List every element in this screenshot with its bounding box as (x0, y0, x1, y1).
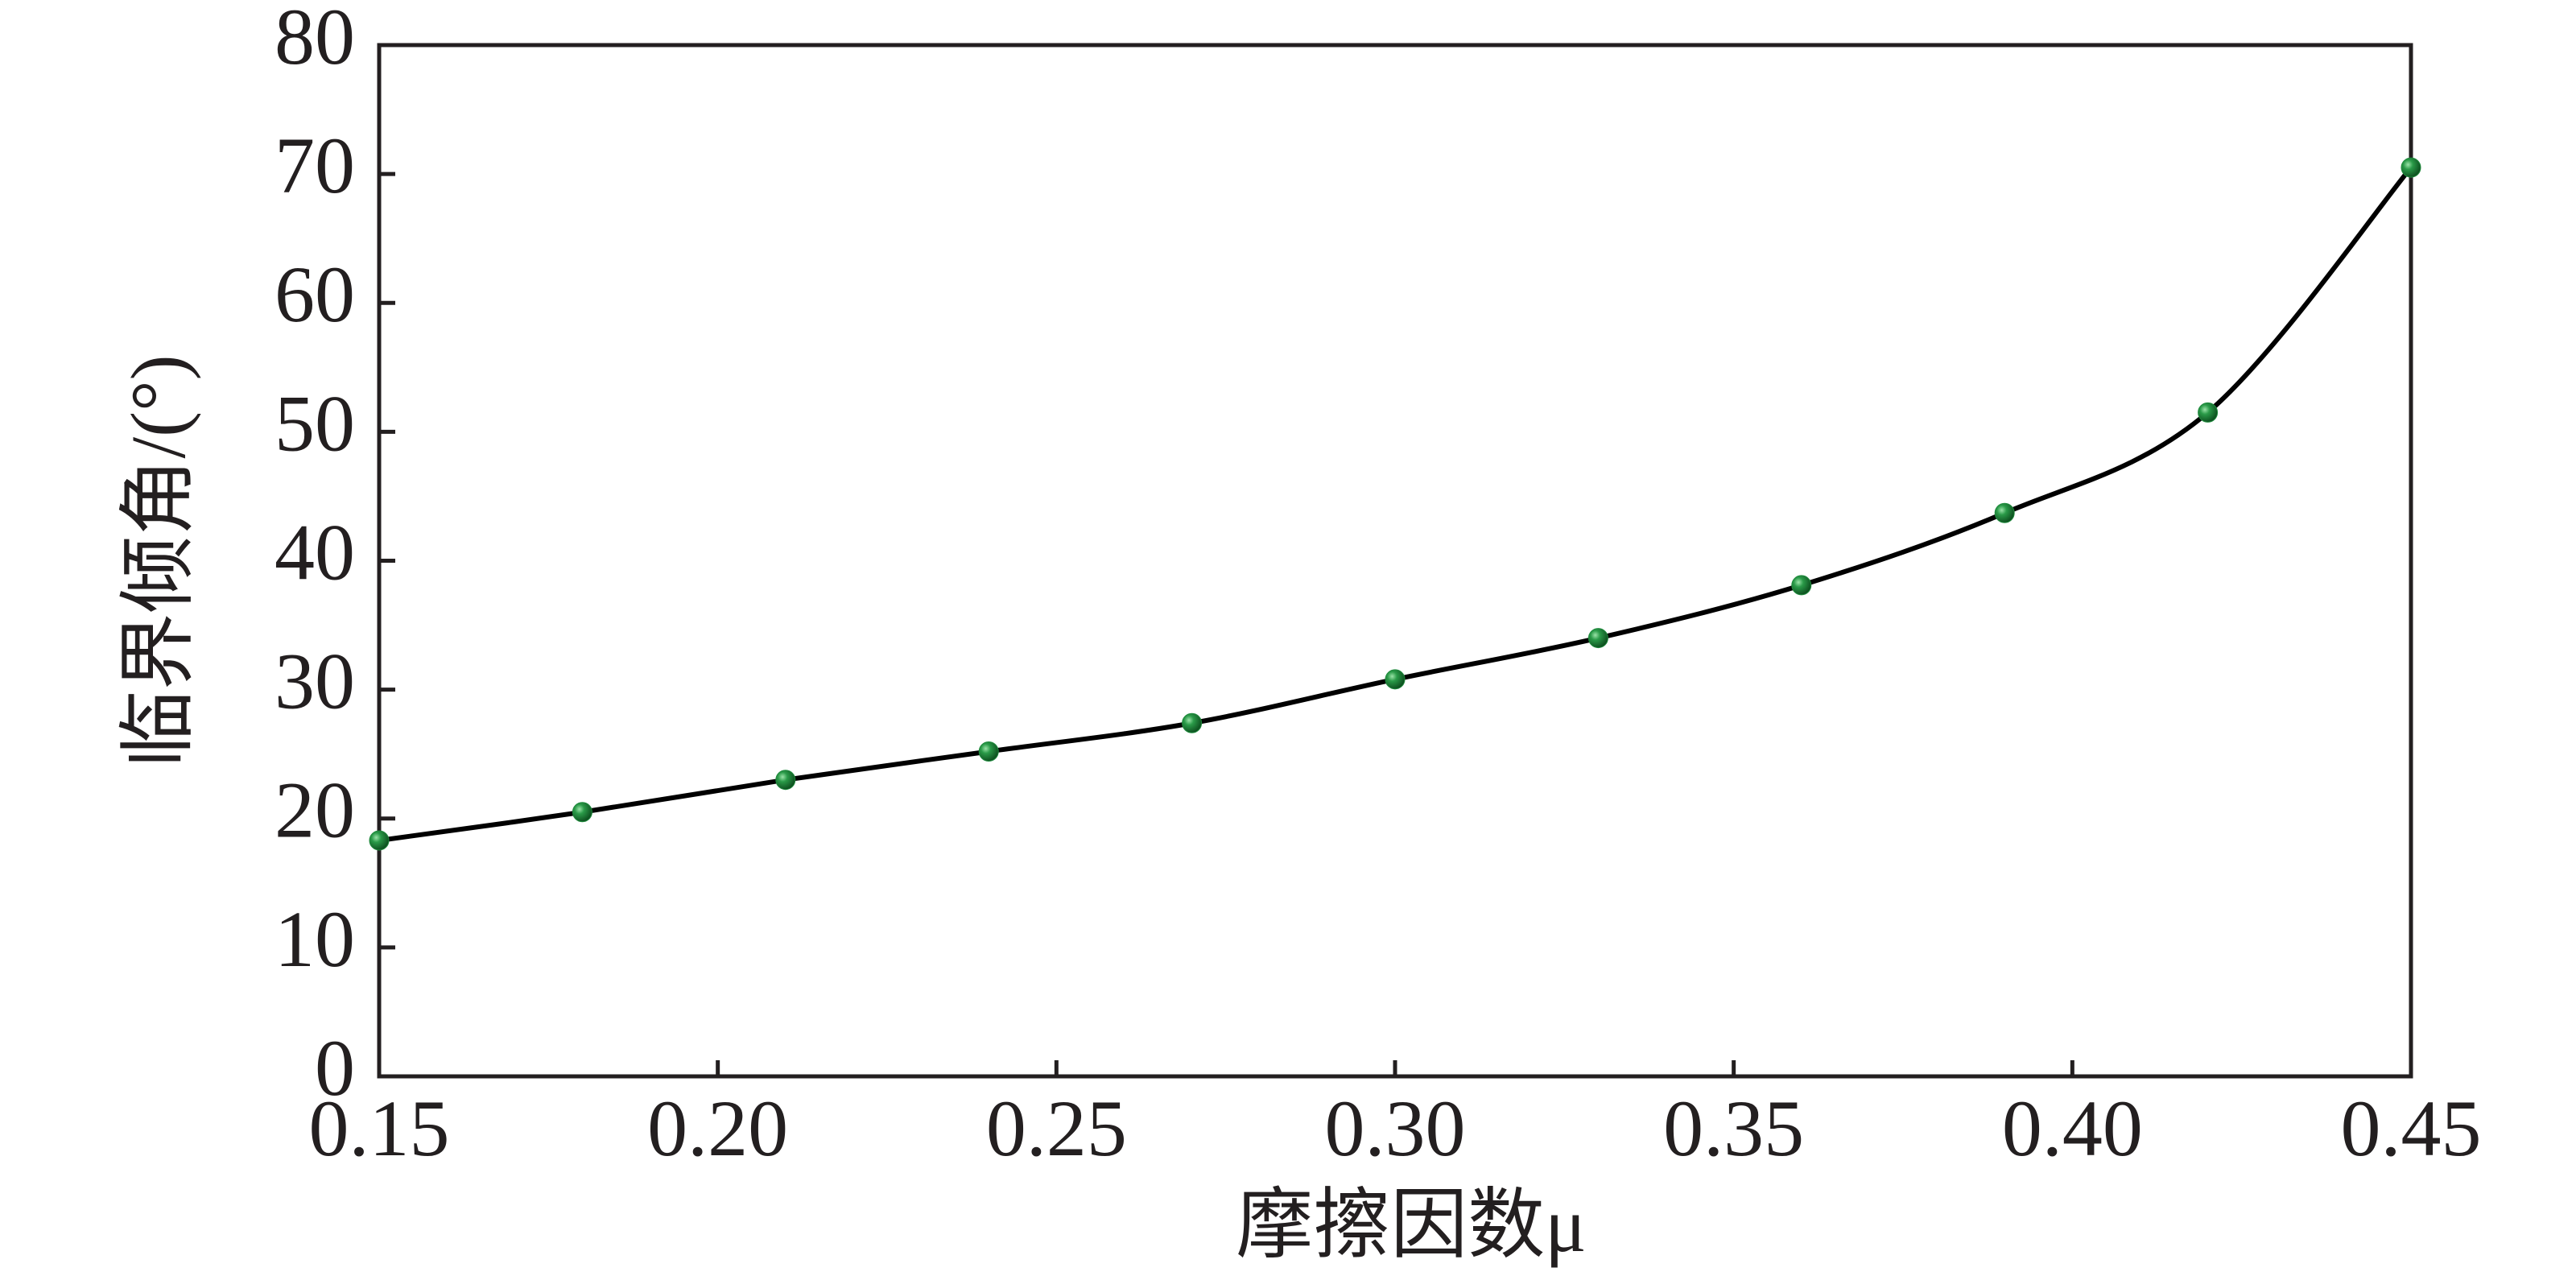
y-tick-label: 10 (275, 894, 355, 984)
x-tick-label: 0.45 (2341, 1084, 2482, 1173)
y-tick-label: 0 (315, 1023, 355, 1113)
y-tick-label: 30 (275, 637, 355, 726)
data-point (369, 830, 390, 851)
y-tick-label: 40 (275, 507, 355, 597)
y-axis-label: 临界倾角/(°) (115, 355, 201, 768)
x-axis-label: 摩擦因数μ (1236, 1182, 1586, 1268)
data-point (1994, 502, 2015, 523)
data-point (1385, 669, 1406, 690)
x-tick-label: 0.35 (1663, 1084, 1804, 1173)
data-point (775, 770, 796, 791)
data-point (1791, 575, 1812, 596)
y-tick-label: 80 (275, 0, 355, 81)
data-line (378, 166, 2413, 843)
x-tick-label: 0.40 (2002, 1084, 2143, 1173)
data-point (2198, 402, 2219, 423)
data-point (1587, 628, 1608, 649)
x-tick-label: 0.20 (647, 1084, 788, 1173)
data-point (978, 741, 999, 762)
x-tick-label: 0.30 (1325, 1084, 1466, 1173)
y-tick-label: 50 (275, 378, 355, 468)
data-point (1182, 712, 1203, 733)
x-tick-label: 0.15 (309, 1084, 450, 1173)
data-point (2401, 157, 2421, 178)
y-tick-label: 20 (275, 766, 355, 855)
y-tick-label: 60 (275, 250, 355, 339)
x-tick-label: 0.25 (986, 1084, 1127, 1173)
data-point (572, 802, 592, 823)
y-tick-label: 70 (275, 121, 355, 210)
plot-frame (377, 43, 2413, 1079)
